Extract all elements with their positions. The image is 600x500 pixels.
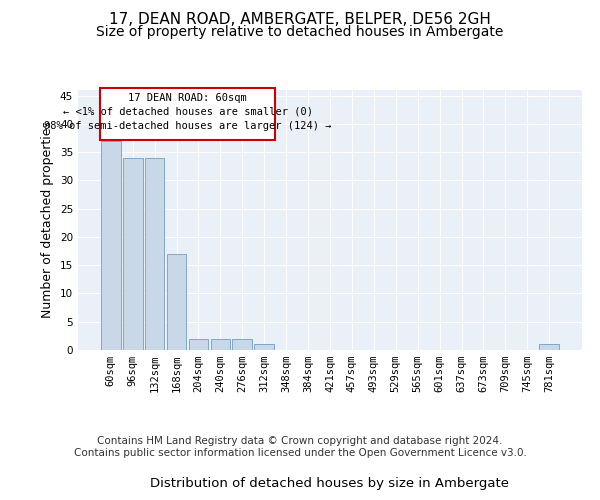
Text: 17, DEAN ROAD, AMBERGATE, BELPER, DE56 2GH: 17, DEAN ROAD, AMBERGATE, BELPER, DE56 2… bbox=[109, 12, 491, 28]
Text: ← <1% of detached houses are smaller (0): ← <1% of detached houses are smaller (0) bbox=[63, 107, 313, 117]
Text: 17 DEAN ROAD: 60sqm: 17 DEAN ROAD: 60sqm bbox=[128, 94, 247, 104]
Bar bbox=[254, 344, 274, 350]
Bar bbox=[167, 254, 187, 350]
Bar bbox=[123, 158, 143, 350]
Text: Size of property relative to detached houses in Ambergate: Size of property relative to detached ho… bbox=[97, 25, 503, 39]
Text: Distribution of detached houses by size in Ambergate: Distribution of detached houses by size … bbox=[151, 477, 509, 490]
Bar bbox=[145, 158, 164, 350]
Bar bbox=[101, 141, 121, 350]
Bar bbox=[211, 338, 230, 350]
Y-axis label: Number of detached properties: Number of detached properties bbox=[41, 122, 55, 318]
Bar bbox=[100, 88, 275, 140]
Bar bbox=[539, 344, 559, 350]
Bar bbox=[232, 338, 252, 350]
Text: Contains HM Land Registry data © Crown copyright and database right 2024.
Contai: Contains HM Land Registry data © Crown c… bbox=[74, 436, 526, 458]
Bar bbox=[188, 338, 208, 350]
Text: 98% of semi-detached houses are larger (124) →: 98% of semi-detached houses are larger (… bbox=[44, 120, 331, 130]
